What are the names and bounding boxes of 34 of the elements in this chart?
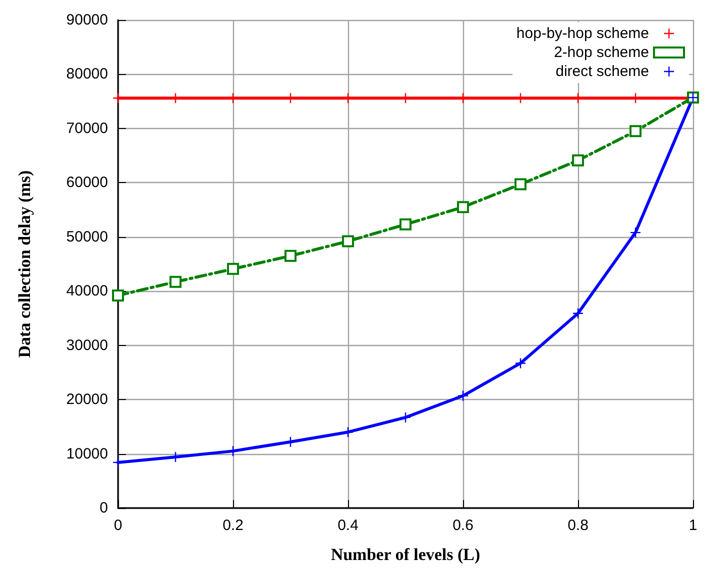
point [170,276,182,288]
y-tick-label: 50000 [66,228,108,246]
point [227,262,239,275]
point [458,390,468,401]
point [516,358,526,368]
x-tick-label: 0 [114,517,122,534]
point [573,308,583,318]
y-tick-label: 10000 [66,445,108,462]
point [112,289,124,302]
point [400,218,412,230]
y-tick-label: 60000 [66,174,108,192]
point [342,235,354,248]
x-axis-title: Number of levels (L) [330,545,480,564]
y-tick-label: 70000 [66,120,108,137]
x-tick-label: 0.2 [222,517,244,534]
point [630,125,642,138]
x-tick-label: 1 [688,517,698,534]
y-tick-label: 90000 [66,12,108,28]
y-tick-label: 80000 [66,66,108,83]
point [284,250,296,262]
legend-label: hop-by-hop scheme [516,25,649,42]
legend-label: direct scheme [556,63,649,80]
x-tick-label: 0.4 [338,517,358,534]
y-tick-label: 0 [100,500,108,516]
point [514,178,526,190]
x-tick-label: 0.6 [452,517,474,534]
y-tick-label: 30000 [66,336,108,354]
legend-label: 2-hop scheme [554,44,649,61]
y-tick-label: 40000 [66,282,108,300]
point [572,154,584,166]
y-tick-label: 20000 [66,391,108,408]
point [457,201,469,214]
x-tick-label: 0.8 [568,517,588,534]
y-axis-title: Data collection delay (ms) [15,170,34,358]
